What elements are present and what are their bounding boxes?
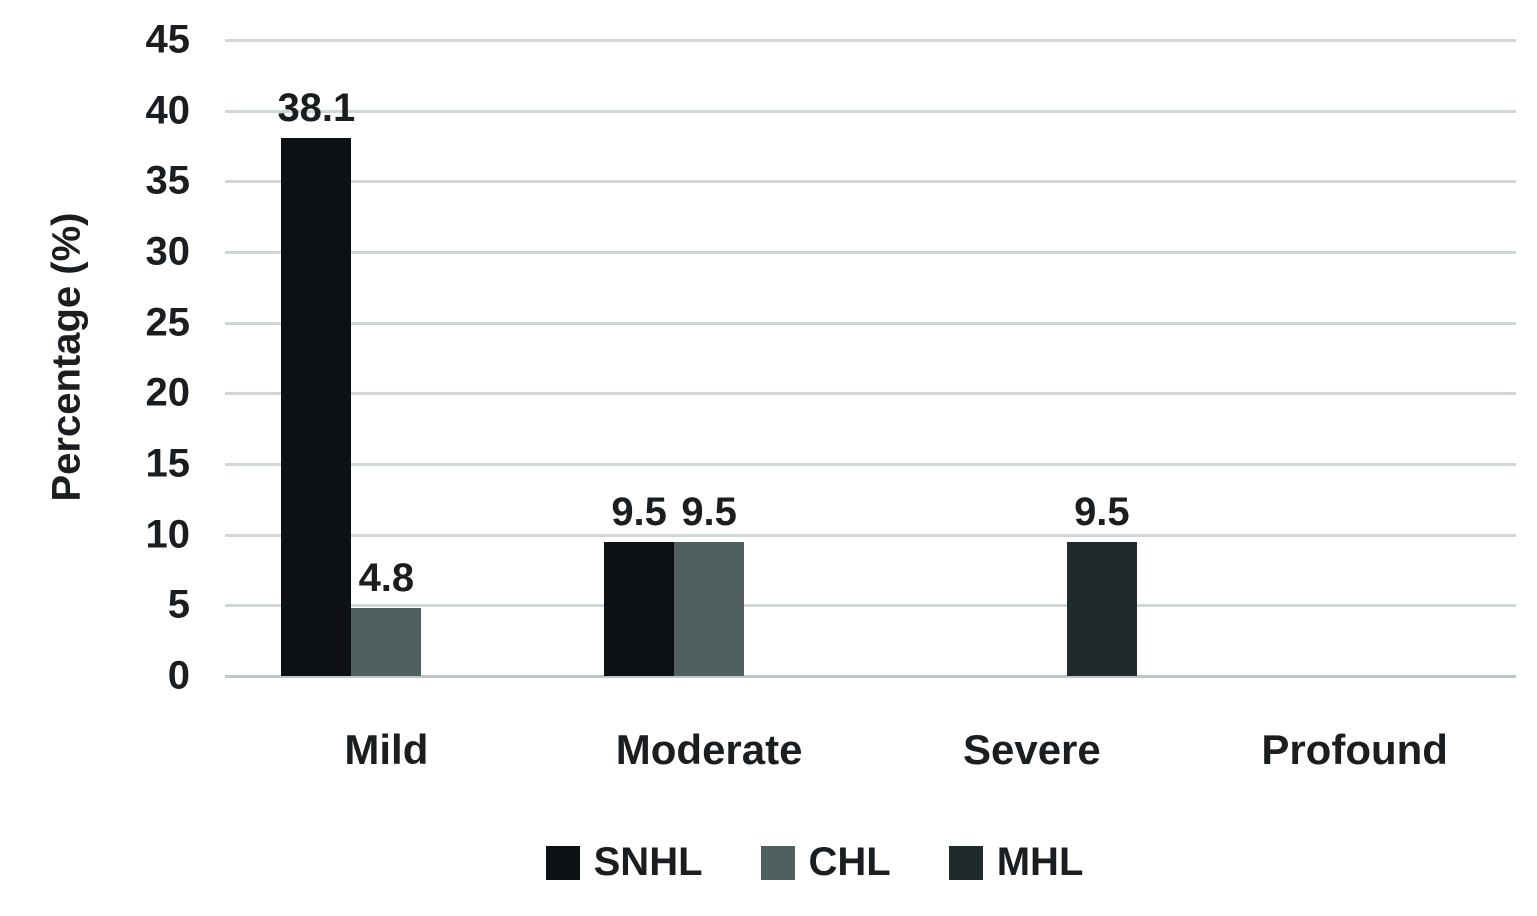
bar-value-label: 9.5	[611, 489, 667, 534]
legend-item-chl: CHL	[760, 840, 891, 885]
category-label-severe: Severe	[962, 726, 1101, 773]
legend-swatch-chl	[760, 845, 795, 880]
gridline	[225, 604, 1516, 608]
y-axis-tick-label: 0	[167, 653, 190, 698]
legend-item-mhl: MHL	[948, 840, 1084, 885]
bar-chl-moderate	[674, 541, 745, 676]
y-axis-tick-label: 5	[167, 582, 190, 627]
gridline	[225, 463, 1516, 466]
y-axis-tick-label: 25	[145, 300, 191, 345]
category-label-profound: Profound	[1261, 726, 1448, 773]
bar-chl-mild	[351, 608, 422, 676]
legend-label-mhl: MHL	[996, 840, 1084, 884]
gridline	[225, 39, 1516, 42]
bar-mhl-severe	[1066, 541, 1137, 676]
gridline	[225, 321, 1516, 325]
gridline	[225, 109, 1516, 113]
y-axis-tick-label: 45	[145, 17, 191, 62]
gridline	[225, 251, 1516, 254]
legend-label-chl: CHL	[808, 840, 891, 884]
y-axis-tick-label: 40	[145, 88, 191, 133]
gridline	[225, 180, 1516, 184]
y-axis-tick-label: 30	[145, 229, 191, 274]
legend-swatch-mhl	[948, 845, 983, 880]
category-label-moderate: Moderate	[615, 726, 803, 773]
bar-value-label: 9.5	[681, 489, 737, 534]
legend-label-snhl: SNHL	[593, 840, 703, 884]
gridline	[225, 392, 1516, 396]
y-axis-tick-label: 20	[145, 370, 191, 415]
gridline	[225, 533, 1516, 537]
legend-item-snhl: SNHL	[545, 840, 703, 885]
y-axis-tick-label: 35	[145, 158, 191, 203]
bar-value-label: 4.8	[358, 556, 415, 601]
bar-snhl-moderate	[604, 541, 675, 676]
y-axis-tick-label: 15	[145, 441, 191, 486]
legend: SNHL CHL MHL	[46, 840, 1537, 885]
bar-value-label: 38.1	[277, 85, 356, 130]
legend-swatch-snhl	[545, 845, 580, 880]
y-axis-tick-label: 10	[145, 512, 191, 557]
bar-snhl-mild	[281, 137, 352, 676]
x-axis-baseline	[225, 675, 1516, 678]
category-label-mild: Mild	[344, 726, 429, 773]
bar-value-label: 9.5	[1074, 489, 1130, 534]
